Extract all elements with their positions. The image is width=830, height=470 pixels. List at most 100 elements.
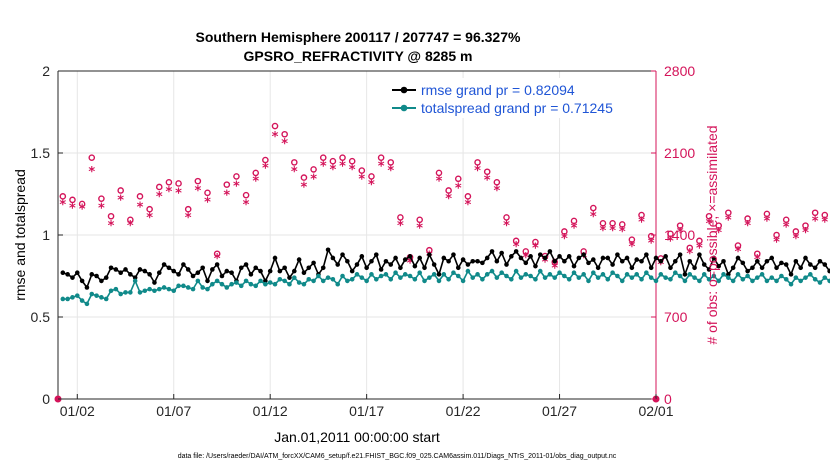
rmse-point — [774, 265, 779, 271]
rmse-point — [581, 252, 586, 257]
rmse-point — [65, 272, 70, 277]
totalspread-point — [161, 285, 167, 290]
assimilated-marker: * — [194, 184, 201, 199]
totalspread-point — [152, 288, 157, 294]
rmse-point — [123, 267, 128, 272]
totalspread-point — [166, 286, 172, 292]
possible-marker — [242, 191, 250, 199]
assimilated-marker: * — [474, 164, 481, 179]
rmse-point — [537, 252, 543, 257]
rmse-point — [822, 262, 828, 267]
assimilated-marker: * — [397, 219, 404, 234]
possible-marker — [300, 174, 308, 181]
rmse-point — [692, 265, 697, 271]
assimilated-marker: * — [600, 224, 607, 239]
assimilated-marker: * — [445, 192, 452, 207]
rmse-point — [422, 265, 427, 271]
rmse-point — [412, 263, 418, 269]
rmse-point — [277, 268, 283, 274]
totalspread-point — [156, 286, 162, 292]
rmse-point — [595, 265, 601, 271]
totalspread-point — [533, 276, 538, 282]
rmse-point — [238, 265, 244, 271]
totalspread-point — [205, 286, 210, 292]
rmse-point — [619, 258, 625, 264]
legend-rmse-label: rmse grand pr = 0.82094 — [421, 82, 575, 98]
totalspread-point — [706, 276, 712, 282]
assimilated-marker: * — [744, 219, 751, 234]
possible-marker — [329, 157, 337, 165]
totalspread-point — [793, 275, 799, 280]
rmse-point — [783, 262, 789, 267]
rmse-point — [629, 265, 635, 271]
rmse-point — [504, 262, 509, 267]
totalspread-point — [422, 278, 427, 284]
rmse-point — [427, 252, 432, 257]
totalspread-point — [619, 278, 625, 284]
assimilated-marker: * — [551, 261, 558, 276]
totalspread-point — [629, 275, 635, 280]
totalspread-point — [335, 281, 341, 287]
x-axis-label: Jan.01,2011 00:00:00 start — [274, 429, 440, 445]
possible-marker — [493, 178, 501, 186]
totalspread-point — [354, 272, 360, 277]
assimilated-marker: * — [638, 216, 645, 231]
rmse-point — [214, 262, 220, 267]
rmse-point — [759, 265, 765, 271]
totalspread-point — [769, 275, 775, 280]
possible-marker — [136, 193, 144, 200]
totalspread-point — [142, 288, 148, 294]
totalspread-point — [783, 276, 789, 282]
rmse-point — [181, 262, 186, 267]
totalspread-point — [803, 275, 808, 280]
chart-title-line2: GPSRO_REFRACTIVITY @ 8285 m — [244, 48, 473, 64]
series-assimilated: * * ********* * *********** ***** * * ** ** ******… — [59, 130, 828, 276]
totalspread-point — [542, 275, 548, 280]
assimilated-marker: * — [513, 240, 520, 255]
rmse-point — [103, 275, 109, 280]
assimilated-marker: * — [117, 193, 124, 208]
rmse-point — [798, 265, 803, 271]
legend-box — [388, 78, 650, 118]
possible-marker — [705, 212, 713, 220]
totalspread-point — [132, 278, 138, 284]
totalspread-point — [812, 276, 818, 282]
rmse-point — [292, 268, 297, 274]
rmse-point — [576, 255, 582, 261]
rmse-point — [533, 263, 538, 269]
possible-marker — [763, 210, 771, 218]
rmse-point — [721, 258, 726, 264]
legend-spread-label: totalspread grand pr = 0.71245 — [421, 100, 613, 116]
assimilated-marker: * — [98, 202, 105, 217]
rmse-point — [210, 267, 215, 272]
rmse-point — [735, 255, 741, 261]
assimilated-marker: * — [455, 182, 462, 197]
rmse-point — [383, 258, 389, 264]
assimilated-marker: * — [378, 159, 385, 174]
assimilated-marker: * — [580, 251, 587, 266]
totalspread-point — [494, 275, 500, 280]
assimilated-marker: * — [802, 226, 809, 241]
rmse-point — [591, 257, 596, 262]
totalspread-point — [277, 276, 283, 282]
possible-marker — [483, 168, 491, 176]
assimilated-marker: * — [69, 202, 76, 217]
totalspread-point — [253, 283, 259, 289]
possible-marker — [609, 219, 616, 227]
rmse-point — [320, 265, 326, 271]
totalspread-point — [417, 270, 422, 276]
x-tick-label: 01/17 — [349, 403, 384, 419]
assimilated-marker: * — [542, 255, 549, 270]
rmse-point — [697, 252, 702, 257]
rmse-point — [817, 258, 823, 264]
totalspread-point — [388, 276, 394, 282]
x-tick-label: 01/02 — [60, 403, 95, 419]
rmse-point — [745, 268, 750, 274]
assimilated-marker: * — [532, 241, 539, 256]
possible-marker — [194, 177, 202, 185]
rmse-point — [644, 252, 649, 257]
totalspread-point — [648, 275, 654, 280]
totalspread-point — [480, 276, 485, 282]
assimilated-marker: * — [725, 213, 732, 228]
possible-marker — [570, 217, 578, 225]
